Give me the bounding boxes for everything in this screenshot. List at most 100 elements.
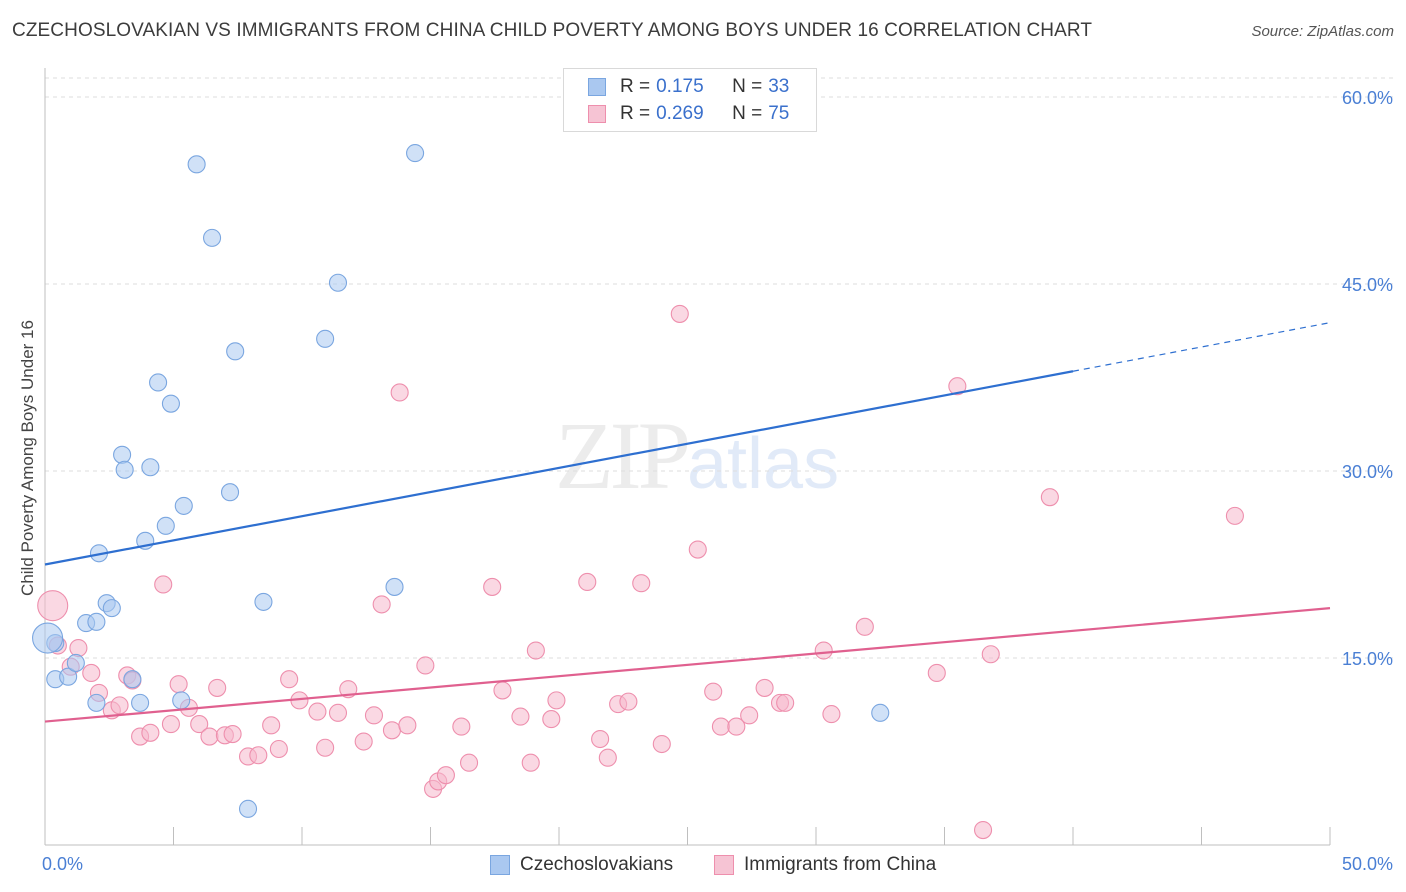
data-point [161,715,180,734]
bottom-legend-china: Immigrants from China [714,852,936,878]
data-point [113,445,132,464]
data-point [547,691,566,710]
data-point [174,496,193,515]
data-point [141,458,160,477]
data-point [82,663,101,683]
bottom-legend-label: Czechoslovakians [520,854,674,875]
data-point [172,691,191,710]
data-point [115,460,134,479]
data-point [398,716,417,735]
data-point [110,696,129,715]
series-czechoslovakians [32,144,890,818]
data-point [280,670,299,689]
bottom-legend-label: Immigrants from China [744,854,937,875]
data-point [814,641,833,660]
data-point [190,715,209,734]
grid-lines [45,77,1393,659]
data-point [822,705,841,724]
watermark-atlas: atlas [687,424,840,504]
legend-n-value: 75 [768,103,790,124]
data-point [632,574,651,593]
data-point [948,377,967,396]
legend-r-label: R = [620,103,651,124]
y-tick-label: 60.0% [1342,88,1393,108]
data-point [316,738,335,757]
legend-r-value: 0.175 [656,76,704,97]
data-point [981,645,1000,664]
data-point [1225,506,1244,525]
data-point [200,727,219,746]
data-point [102,599,121,618]
trend-line-china [44,607,1331,723]
data-point [416,656,435,675]
data-point [87,693,106,712]
x-tick-label: 50.0% [1342,854,1393,874]
data-point [308,702,327,721]
data-point [578,572,597,592]
data-point [208,678,227,697]
watermark: ZIPatlas [555,400,839,511]
data-point [776,693,795,712]
data-point [382,721,402,740]
data-point [249,746,268,765]
data-point [354,732,373,751]
data-point [740,706,759,725]
data-point [220,483,240,502]
data-point [169,675,188,694]
y-tick-label: 15.0% [1342,649,1393,669]
data-point [87,612,106,631]
data-point [223,724,242,744]
trend-line-czechoslovakians [44,370,1074,566]
bottom-legend-czechoslovakians: Czechoslovakians [490,852,673,878]
data-point [364,706,384,725]
legend-r-value: 0.269 [656,103,704,124]
x-tick-label: 0.0% [42,854,83,874]
data-point [385,577,404,596]
data-point [238,799,258,818]
data-point [591,729,610,749]
data-point [37,590,69,622]
data-point [390,383,409,402]
data-point [670,304,689,323]
legend-n-label: N = [732,76,763,97]
data-point [652,734,671,754]
data-point [704,682,723,701]
data-point [141,723,160,742]
y-axis-label: Child Poverty Among Boys Under 16 [18,320,37,596]
data-point [269,739,288,759]
data-point [493,681,512,700]
data-point [521,753,540,772]
series-immigrants-from-china [37,304,1244,840]
data-point [406,144,425,163]
data-point [511,707,530,726]
data-point [711,717,730,736]
chart-title: CZECHOSLOVAKIAN VS IMMIGRANTS FROM CHINA… [12,20,1093,41]
bottom-legend-swatch-blue [490,855,510,875]
data-point [59,667,78,686]
data-point [328,703,348,722]
tick-labels: 15.0% 30.0% 45.0% 60.0% 0.0% 50.0% [42,88,1393,874]
data-point [855,617,874,636]
data-point [69,638,88,658]
data-point [161,394,180,413]
trend-lines [44,322,1331,723]
legend-r-label: R = [620,76,651,97]
data-point [871,703,890,722]
data-point [927,663,946,683]
data-point [973,820,993,840]
data-point [203,228,222,247]
data-point [526,641,545,660]
legend-swatch-pink [588,105,606,123]
axes [44,68,1331,846]
data-point [131,693,150,712]
data-point [542,710,561,729]
data-point [149,373,168,392]
legend-n-value: 33 [768,76,790,97]
data-point [154,575,173,594]
legend-n-label: N = [732,103,763,124]
data-point [372,595,391,614]
data-point [66,653,85,673]
data-point [123,670,142,689]
y-tick-label: 30.0% [1342,462,1393,482]
